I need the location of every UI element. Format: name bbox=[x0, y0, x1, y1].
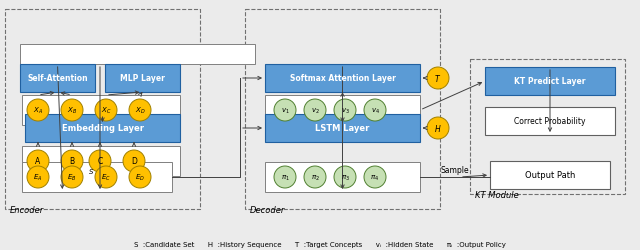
Bar bbox=[20, 65, 95, 93]
Circle shape bbox=[27, 166, 49, 188]
Text: Self-Attention: Self-Attention bbox=[27, 74, 88, 83]
Text: C: C bbox=[97, 157, 102, 166]
Text: $v_2$: $v_2$ bbox=[310, 106, 319, 115]
Circle shape bbox=[27, 150, 49, 172]
Text: S  :Candidate Set      H  :History Sequence      T  :Target Concepts      vᵢ  :H: S :Candidate Set H :History Sequence T :… bbox=[134, 241, 506, 247]
Text: Decoder: Decoder bbox=[250, 205, 285, 214]
Bar bbox=[265, 65, 420, 93]
Text: $E_C$: $E_C$ bbox=[101, 172, 111, 182]
Text: $\pi_1$: $\pi_1$ bbox=[280, 173, 289, 182]
Circle shape bbox=[61, 150, 83, 172]
Circle shape bbox=[95, 166, 117, 188]
Circle shape bbox=[364, 166, 386, 188]
Bar bbox=[22, 162, 172, 192]
Circle shape bbox=[129, 100, 151, 122]
Text: $X_A$: $X_A$ bbox=[33, 106, 43, 116]
Circle shape bbox=[61, 166, 83, 188]
Text: MLP Layer: MLP Layer bbox=[120, 74, 165, 83]
Text: B: B bbox=[69, 157, 75, 166]
Bar bbox=[245, 10, 440, 209]
Circle shape bbox=[95, 100, 117, 122]
Text: $X_B$: $X_B$ bbox=[67, 106, 77, 116]
Text: $\pi_4$: $\pi_4$ bbox=[371, 173, 380, 182]
Text: KT Module: KT Module bbox=[475, 190, 519, 199]
Bar bbox=[485, 108, 615, 136]
Text: Correct Probability: Correct Probability bbox=[515, 117, 586, 126]
Text: $v_1$: $v_1$ bbox=[280, 106, 289, 115]
Circle shape bbox=[27, 100, 49, 122]
Circle shape bbox=[61, 100, 83, 122]
Circle shape bbox=[89, 150, 111, 172]
Bar bbox=[265, 96, 420, 126]
Text: $X_D$: $X_D$ bbox=[134, 106, 145, 116]
Bar bbox=[25, 114, 180, 142]
Text: $E_B$: $E_B$ bbox=[67, 172, 77, 182]
Circle shape bbox=[304, 166, 326, 188]
Circle shape bbox=[364, 100, 386, 122]
Text: $v_3$: $v_3$ bbox=[340, 106, 349, 115]
Circle shape bbox=[123, 150, 145, 172]
Text: Output Path: Output Path bbox=[525, 171, 575, 180]
Text: LSTM Layer: LSTM Layer bbox=[316, 124, 370, 133]
Bar bbox=[20, 45, 255, 65]
Text: $E_D$: $E_D$ bbox=[135, 172, 145, 182]
Circle shape bbox=[274, 166, 296, 188]
Circle shape bbox=[427, 68, 449, 90]
Circle shape bbox=[304, 100, 326, 122]
Bar bbox=[5, 10, 200, 209]
Bar bbox=[265, 114, 420, 142]
Circle shape bbox=[334, 166, 356, 188]
Text: $v_4$: $v_4$ bbox=[371, 106, 380, 115]
Text: $X_C$: $X_C$ bbox=[100, 106, 111, 116]
Circle shape bbox=[274, 100, 296, 122]
Circle shape bbox=[129, 166, 151, 188]
Bar bbox=[485, 68, 615, 96]
Text: D: D bbox=[131, 157, 137, 166]
Circle shape bbox=[427, 118, 449, 140]
Bar bbox=[22, 146, 180, 176]
Text: Sample: Sample bbox=[441, 166, 469, 175]
Text: $T$: $T$ bbox=[435, 73, 442, 84]
Text: Embedding Layer: Embedding Layer bbox=[61, 124, 143, 133]
Text: $H$: $H$ bbox=[434, 123, 442, 134]
Text: Encoder: Encoder bbox=[10, 205, 44, 214]
Text: KT Predict Layer: KT Predict Layer bbox=[515, 77, 586, 86]
Bar bbox=[470, 60, 625, 194]
Bar bbox=[490, 161, 610, 189]
Text: S: S bbox=[89, 168, 93, 174]
Text: $E_A$: $E_A$ bbox=[33, 172, 43, 182]
Bar bbox=[265, 162, 420, 192]
Text: $\pi_3$: $\pi_3$ bbox=[340, 173, 349, 182]
Bar bbox=[105, 65, 180, 93]
Text: A: A bbox=[35, 157, 40, 166]
Circle shape bbox=[334, 100, 356, 122]
Text: $\pi_2$: $\pi_2$ bbox=[310, 173, 319, 182]
Bar bbox=[22, 96, 180, 126]
Text: Softmax Attention Layer: Softmax Attention Layer bbox=[289, 74, 396, 83]
